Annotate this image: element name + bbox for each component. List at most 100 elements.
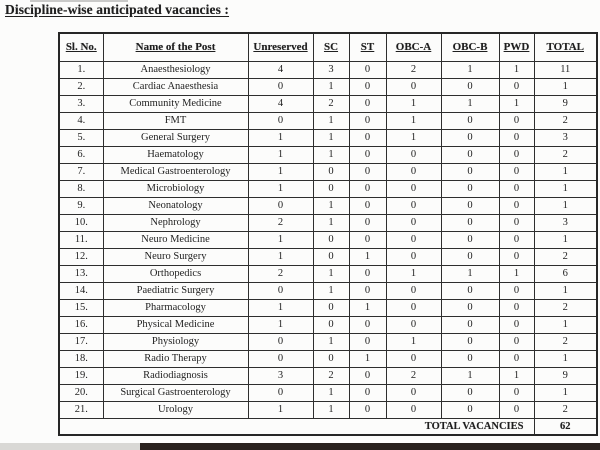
post-name-cell: Neonatology (102, 197, 249, 215)
table-row: 20. Surgical Gastroenterology 0 1 0 0 0 0 1 (58, 384, 598, 402)
obc-a-cell: 2 (385, 367, 442, 385)
sc-cell: 1 (312, 129, 350, 147)
total-cell: 1 (533, 316, 598, 334)
obc-a-cell: 0 (385, 180, 442, 198)
obc-b-cell: 0 (440, 384, 500, 402)
sc-cell: 0 (312, 316, 350, 334)
total-cell: 6 (533, 265, 598, 283)
sl-no-cell: 9. (58, 197, 104, 215)
pwd-cell: 1 (498, 265, 535, 283)
obc-b-cell: 0 (440, 333, 500, 351)
unreserved-cell: 0 (247, 112, 314, 130)
sl-no-cell: 11. (58, 231, 104, 249)
obc-b-cell: 0 (440, 231, 500, 249)
sc-cell: 1 (312, 384, 350, 402)
st-cell: 1 (348, 299, 387, 317)
post-name-cell: Nephrology (102, 214, 249, 232)
obc-a-cell: 0 (385, 146, 442, 164)
st-cell: 0 (348, 367, 387, 385)
sc-cell: 1 (312, 112, 350, 130)
total-cell: 1 (533, 163, 598, 181)
total-cell: 1 (533, 384, 598, 402)
total-cell: 2 (533, 248, 598, 266)
pwd-cell: 1 (498, 95, 535, 113)
total-cell: 1 (533, 350, 598, 368)
pwd-cell: 0 (498, 214, 535, 232)
sl-no-cell: 3. (58, 95, 104, 113)
unreserved-cell: 0 (247, 197, 314, 215)
st-cell: 0 (348, 163, 387, 181)
pwd-cell: 0 (498, 384, 535, 402)
table-row: 19. Radiodiagnosis 3 2 0 2 1 1 9 (58, 367, 598, 385)
obc-a-cell: 0 (385, 163, 442, 181)
unreserved-cell: 0 (247, 78, 314, 96)
post-name-cell: Anaesthesiology (102, 61, 249, 79)
obc-b-cell: 0 (440, 299, 500, 317)
obc-a-cell: 0 (385, 248, 442, 266)
obc-a-cell: 0 (385, 350, 442, 368)
obc-a-cell: 0 (385, 197, 442, 215)
st-cell: 0 (348, 197, 387, 215)
sc-cell: 3 (312, 61, 350, 79)
unreserved-cell: 4 (247, 61, 314, 79)
sl-no-cell: 19. (58, 367, 104, 385)
unreserved-cell: 0 (247, 282, 314, 300)
st-cell: 0 (348, 384, 387, 402)
post-name-cell: Surgical Gastroenterology (102, 384, 249, 402)
st-cell: 0 (348, 112, 387, 130)
total-cell: 1 (533, 180, 598, 198)
sc-cell: 0 (312, 231, 350, 249)
st-cell: 1 (348, 350, 387, 368)
sc-cell: 1 (312, 333, 350, 351)
obc-b-cell: 1 (440, 95, 500, 113)
sl-no-cell: 15. (58, 299, 104, 317)
pwd-cell: 0 (498, 129, 535, 147)
sc-cell: 0 (312, 180, 350, 198)
post-name-cell: Orthopedics (102, 265, 249, 283)
post-name-cell: General Surgery (102, 129, 249, 147)
obc-a-cell: 1 (385, 333, 442, 351)
total-cell: 1 (533, 78, 598, 96)
sl-no-cell: 16. (58, 316, 104, 334)
unreserved-cell: 2 (247, 214, 314, 232)
sc-cell: 0 (312, 299, 350, 317)
total-cell: 1 (533, 197, 598, 215)
total-vacancies-label: TOTAL VACANCIES (58, 418, 535, 436)
sl-no-cell: 7. (58, 163, 104, 181)
sl-no-cell: 13. (58, 265, 104, 283)
unreserved-cell: 0 (247, 333, 314, 351)
post-name-cell: Radiodiagnosis (102, 367, 249, 385)
total-cell: 11 (533, 61, 598, 79)
total-cell: 2 (533, 401, 598, 419)
unreserved-cell: 0 (247, 350, 314, 368)
unreserved-cell: 1 (247, 299, 314, 317)
sc-cell: 1 (312, 265, 350, 283)
unreserved-cell: 2 (247, 265, 314, 283)
table-row: 4. FMT 0 1 0 1 0 0 2 (58, 112, 598, 130)
st-cell: 0 (348, 265, 387, 283)
st-cell: 0 (348, 129, 387, 147)
table-row: 17. Physiology 0 1 0 1 0 0 2 (58, 333, 598, 351)
st-cell: 0 (348, 214, 387, 232)
obc-b-cell: 0 (440, 112, 500, 130)
sl-no-cell: 6. (58, 146, 104, 164)
sc-cell: 2 (312, 95, 350, 113)
pwd-cell: 0 (498, 78, 535, 96)
pwd-cell: 1 (498, 367, 535, 385)
st-cell: 0 (348, 61, 387, 79)
st-cell: 0 (348, 180, 387, 198)
header-row: Sl. No. Name of the Post Unreserved SC S… (58, 32, 598, 62)
col-header-st: ST (348, 32, 387, 62)
obc-a-cell: 0 (385, 401, 442, 419)
pwd-cell: 0 (498, 316, 535, 334)
st-cell: 0 (348, 282, 387, 300)
pwd-cell: 0 (498, 112, 535, 130)
col-header-total: TOTAL (533, 32, 598, 62)
post-name-cell: Medical Gastroenterology (102, 163, 249, 181)
scan-edge-artifact (30, 0, 128, 2)
sl-no-cell: 12. (58, 248, 104, 266)
post-name-cell: Physical Medicine (102, 316, 249, 334)
pwd-cell: 0 (498, 350, 535, 368)
obc-a-cell: 0 (385, 231, 442, 249)
sl-no-cell: 5. (58, 129, 104, 147)
